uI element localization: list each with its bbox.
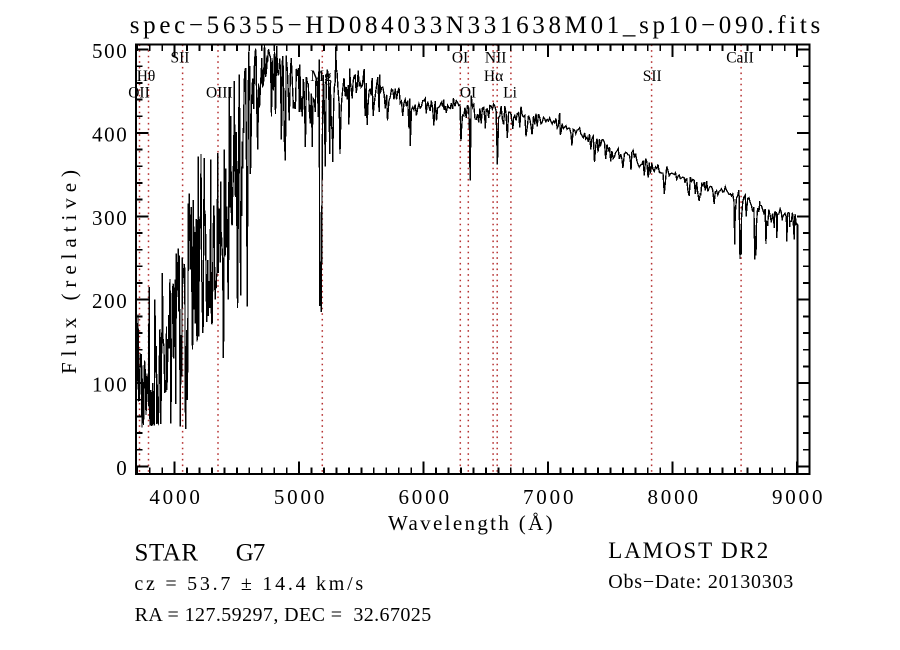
svg-text:Li: Li: [503, 84, 517, 101]
svg-text:STAR: STAR: [135, 540, 199, 567]
svg-text:cz = 53.7 ± 14.4 km/s: cz = 53.7 ± 14.4 km/s: [134, 573, 363, 595]
svg-text:spec−56355−HD084033N331638M01_: spec−56355−HD084033N331638M01_sp10−090.f…: [130, 12, 821, 39]
svg-text:Obs−Date: 20130303: Obs−Date: 20130303: [608, 571, 793, 593]
svg-text:Hθ: Hθ: [137, 68, 156, 85]
svg-text:Flux (relative): Flux (relative): [57, 170, 81, 374]
svg-text:G7: G7: [236, 540, 266, 567]
svg-text:100: 100: [92, 373, 127, 397]
svg-text:OIII: OIII: [206, 84, 233, 101]
svg-text:OII: OII: [128, 84, 150, 101]
svg-text:0: 0: [116, 456, 127, 480]
svg-text:OI: OI: [452, 50, 468, 67]
svg-text:Mg: Mg: [310, 68, 332, 85]
svg-text:300: 300: [92, 206, 127, 230]
svg-text:500: 500: [92, 39, 127, 63]
svg-text:Hα: Hα: [484, 68, 503, 85]
svg-text:RA = 127.59297, DEC = 32.6702: RA = 127.59297, DEC = 32.67025: [135, 604, 432, 626]
svg-text:OI: OI: [460, 84, 476, 101]
svg-text:CaII: CaII: [726, 50, 754, 67]
svg-text:SII: SII: [171, 50, 190, 67]
svg-text:400: 400: [92, 122, 127, 146]
svg-text:SII: SII: [643, 68, 662, 85]
svg-text:LAMOST DR2: LAMOST DR2: [608, 538, 768, 563]
svg-text:200: 200: [92, 289, 127, 313]
svg-text:Wavelength (Å): Wavelength (Å): [388, 511, 553, 535]
svg-text:NII: NII: [485, 50, 507, 67]
